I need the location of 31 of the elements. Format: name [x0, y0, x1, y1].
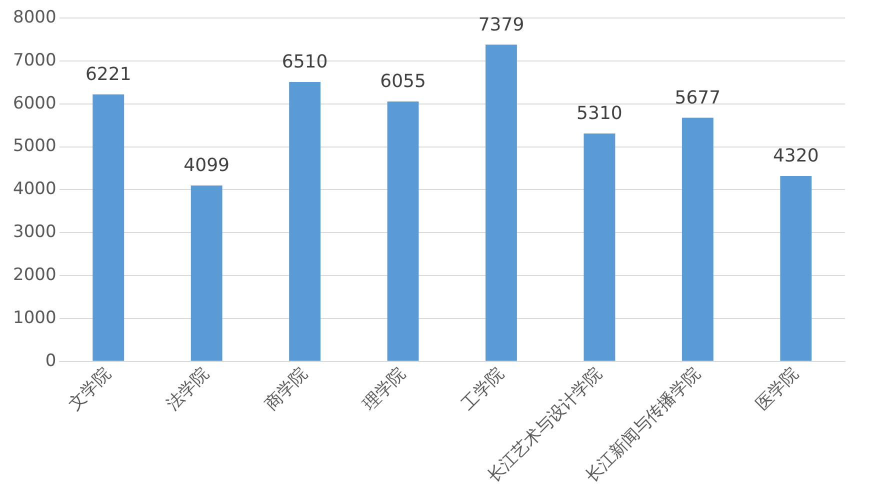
y-tick-label: 1000	[13, 308, 56, 328]
y-tick-label: 6000	[13, 93, 56, 114]
bar	[92, 94, 124, 361]
x-tick-label: 医学院	[752, 364, 803, 414]
data-label: 4320	[772, 146, 819, 167]
y-tick-label: 5000	[13, 136, 56, 156]
y-tick-label: 3000	[13, 222, 56, 242]
x-tick-label: 文学院	[64, 364, 116, 414]
x-tick-label: 工学院	[458, 364, 508, 414]
data-label: 6221	[85, 64, 132, 86]
data-label: 5310	[576, 103, 622, 124]
y-tick-label: 0	[45, 350, 56, 371]
x-tick-label: 理学院	[359, 364, 410, 414]
y-tick-label: 7000	[13, 50, 56, 70]
bar	[682, 118, 714, 361]
x-tick-label: 法学院	[163, 364, 214, 414]
y-tick-label: 8000	[13, 7, 56, 28]
bar	[190, 185, 222, 361]
data-label: 5677	[674, 87, 721, 108]
bar	[780, 176, 812, 361]
x-tick-label: 商学院	[261, 364, 312, 414]
y-tick-label: 2000	[13, 264, 56, 285]
data-label: 6055	[380, 71, 426, 92]
bar	[289, 82, 321, 361]
data-label: 7379	[478, 14, 524, 36]
bar	[387, 101, 419, 361]
y-tick-label: 4000	[13, 179, 56, 200]
bar	[486, 44, 517, 361]
data-label: 6510	[282, 52, 328, 73]
data-label: 4099	[184, 155, 230, 176]
bar	[584, 133, 616, 361]
